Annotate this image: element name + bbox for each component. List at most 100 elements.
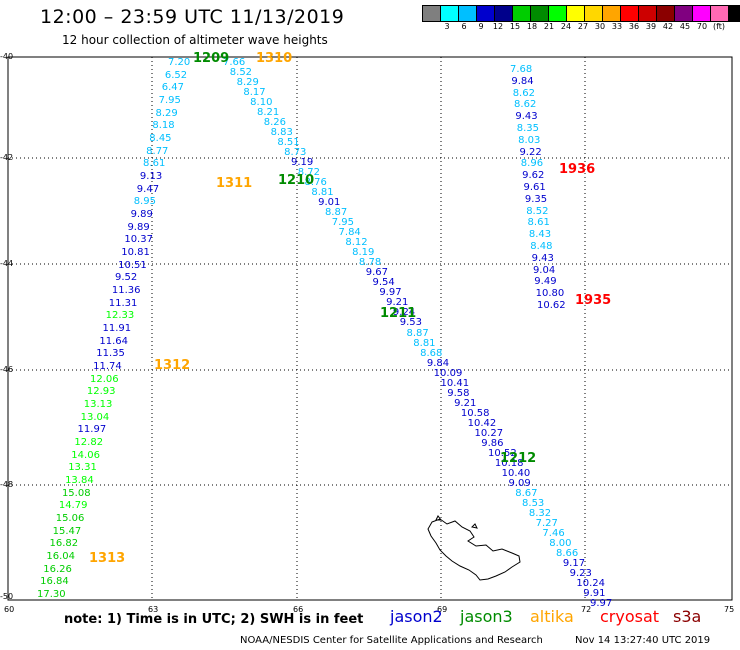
color-scale-label: 9 bbox=[478, 22, 484, 31]
wave-height-value: 12.06 bbox=[90, 373, 119, 385]
wave-height-value: 7.27 bbox=[535, 517, 558, 529]
latitude-tick: -42 bbox=[0, 153, 14, 162]
wave-height-value: 8.62 bbox=[512, 87, 535, 99]
wave-height-value: 8.48 bbox=[530, 241, 553, 252]
wave-height-value: 9.52 bbox=[114, 272, 138, 284]
wave-height-value: 9.58 bbox=[447, 387, 470, 399]
wave-height-value: 10.62 bbox=[537, 300, 566, 311]
wave-height-value: 9.89 bbox=[130, 209, 153, 220]
wave-height-value: 9.49 bbox=[534, 276, 557, 288]
wave-height-value: 8.35 bbox=[516, 123, 540, 134]
latitude-tick: -40 bbox=[0, 52, 14, 61]
wave-height-value: 9.53 bbox=[399, 317, 422, 329]
wave-height-value: 8.26 bbox=[263, 117, 287, 129]
wave-height-value: 8.62 bbox=[514, 99, 537, 111]
wave-height-value: 8.17 bbox=[243, 87, 266, 99]
wave-height-value: 8.29 bbox=[155, 107, 178, 119]
wave-height-value: 17.30 bbox=[37, 589, 66, 600]
wave-height-value: 9.35 bbox=[524, 193, 548, 205]
wave-height-value: 10.18 bbox=[494, 457, 524, 469]
wave-height-value: 9.84 bbox=[511, 75, 534, 87]
wave-height-value: 9.23 bbox=[569, 567, 592, 579]
wave-height-value: 8.67 bbox=[515, 487, 538, 499]
wave-height-value: 7.68 bbox=[510, 64, 533, 75]
wave-height-value: 10.40 bbox=[501, 467, 531, 479]
wave-height-value: 10.27 bbox=[474, 427, 504, 439]
legend-item-jason3: jason3 bbox=[460, 607, 513, 626]
footer-credit: NOAA/NESDIS Center for Satellite Applica… bbox=[240, 635, 543, 646]
wave-height-value: 10.41 bbox=[440, 377, 470, 389]
wave-height-value: 8.29 bbox=[236, 77, 259, 89]
wave-height-value: 8.10 bbox=[250, 97, 273, 109]
wave-height-value: 9.19 bbox=[290, 157, 314, 169]
wave-height-value: 15.08 bbox=[61, 487, 91, 499]
wave-height-value: 13.31 bbox=[68, 462, 97, 474]
wave-height-value: 16.04 bbox=[46, 551, 75, 562]
wave-height-value: 7.95 bbox=[331, 217, 354, 229]
wave-height-value: 8.87 bbox=[324, 207, 348, 219]
wave-height-value: 8.00 bbox=[549, 537, 572, 549]
pass-label: 1209 bbox=[193, 51, 230, 66]
legend-item-jason2: jason2 bbox=[390, 607, 443, 626]
longitude-tick: 72 bbox=[581, 605, 592, 614]
wave-height-value: 14.06 bbox=[71, 449, 100, 461]
timestamp: Nov 14 13:27:40 UTC 2019 bbox=[575, 635, 711, 646]
wave-height-value: 9.84 bbox=[426, 357, 450, 369]
wave-height-value: 8.12 bbox=[345, 237, 368, 249]
wave-height-value: 8.73 bbox=[284, 147, 307, 159]
wave-height-value: 9.13 bbox=[139, 171, 163, 182]
wave-height-value: 8.53 bbox=[522, 497, 545, 509]
wave-height-value: 9.62 bbox=[522, 170, 545, 182]
wave-height-value: 10.80 bbox=[535, 288, 565, 300]
wave-height-value: 8.76 bbox=[304, 177, 327, 189]
wave-height-value: 7.20 bbox=[168, 57, 191, 68]
wave-height-value: 8.61 bbox=[143, 158, 166, 170]
wave-height-value: 10.37 bbox=[124, 234, 153, 246]
wave-height-value: 9.91 bbox=[583, 587, 606, 599]
wave-height-value: 10.81 bbox=[121, 247, 150, 258]
wave-height-value: 9.43 bbox=[531, 252, 554, 264]
wave-height-value: 14.79 bbox=[58, 500, 88, 512]
color-scale-label: 18 bbox=[526, 22, 538, 31]
wave-height-value: 11.31 bbox=[108, 297, 138, 309]
color-scale-label: 6 bbox=[461, 22, 467, 31]
wave-height-value: 8.77 bbox=[146, 145, 169, 157]
wave-height-value: 12.33 bbox=[105, 310, 135, 322]
legend-item-cryosat: cryosat bbox=[600, 607, 660, 626]
wave-height-value: 13.13 bbox=[83, 399, 113, 410]
wave-height-value: 8.68 bbox=[420, 347, 443, 359]
wave-height-value: 8.72 bbox=[297, 167, 321, 179]
color-scale-label: 27 bbox=[577, 22, 589, 31]
longitude-tick: 60 bbox=[4, 605, 15, 614]
wave-height-value: 11.64 bbox=[99, 335, 129, 347]
wave-height-value: 16.26 bbox=[43, 563, 72, 575]
wave-height-value: 8.78 bbox=[358, 257, 382, 269]
wave-height-value: 9.21 bbox=[454, 397, 477, 409]
note-text: note: 1) Time is in UTC; 2) SWH is in fe… bbox=[64, 612, 364, 627]
wave-height-value: 8.45 bbox=[149, 133, 172, 144]
color-scale-label: 33 bbox=[611, 22, 623, 31]
wave-height-value: 7.46 bbox=[542, 527, 565, 539]
wave-height-value: 8.51 bbox=[277, 137, 300, 149]
wave-height-value: 9.97 bbox=[590, 598, 613, 609]
latitude-tick: -50 bbox=[0, 592, 14, 601]
color-scale-label: (ft) bbox=[712, 22, 726, 31]
wave-height-value: 11.74 bbox=[93, 361, 122, 372]
legend-item-s3a: s3a bbox=[673, 607, 702, 626]
wave-height-value: 8.52 bbox=[229, 67, 253, 79]
wave-height-value: 8.61 bbox=[527, 217, 550, 229]
wave-height-value: 9.43 bbox=[515, 111, 538, 123]
wave-height-value: 9.67 bbox=[365, 267, 388, 279]
wave-height-value: 8.32 bbox=[528, 507, 552, 519]
color-scale-label: 39 bbox=[645, 22, 657, 31]
pass-label: 1313 bbox=[89, 551, 126, 566]
wave-height-value: 8.83 bbox=[270, 127, 293, 139]
wave-height-value: 8.52 bbox=[526, 205, 549, 217]
color-scale-label: 15 bbox=[509, 22, 521, 31]
wave-height-value: 8.43 bbox=[528, 229, 552, 241]
wave-height-value: 9.01 bbox=[318, 197, 341, 209]
wave-height-value: 8.18 bbox=[152, 120, 175, 132]
pass-label: 1936 bbox=[559, 162, 596, 177]
wave-height-value: 16.84 bbox=[40, 576, 69, 588]
pass-label: 1212 bbox=[500, 451, 537, 466]
